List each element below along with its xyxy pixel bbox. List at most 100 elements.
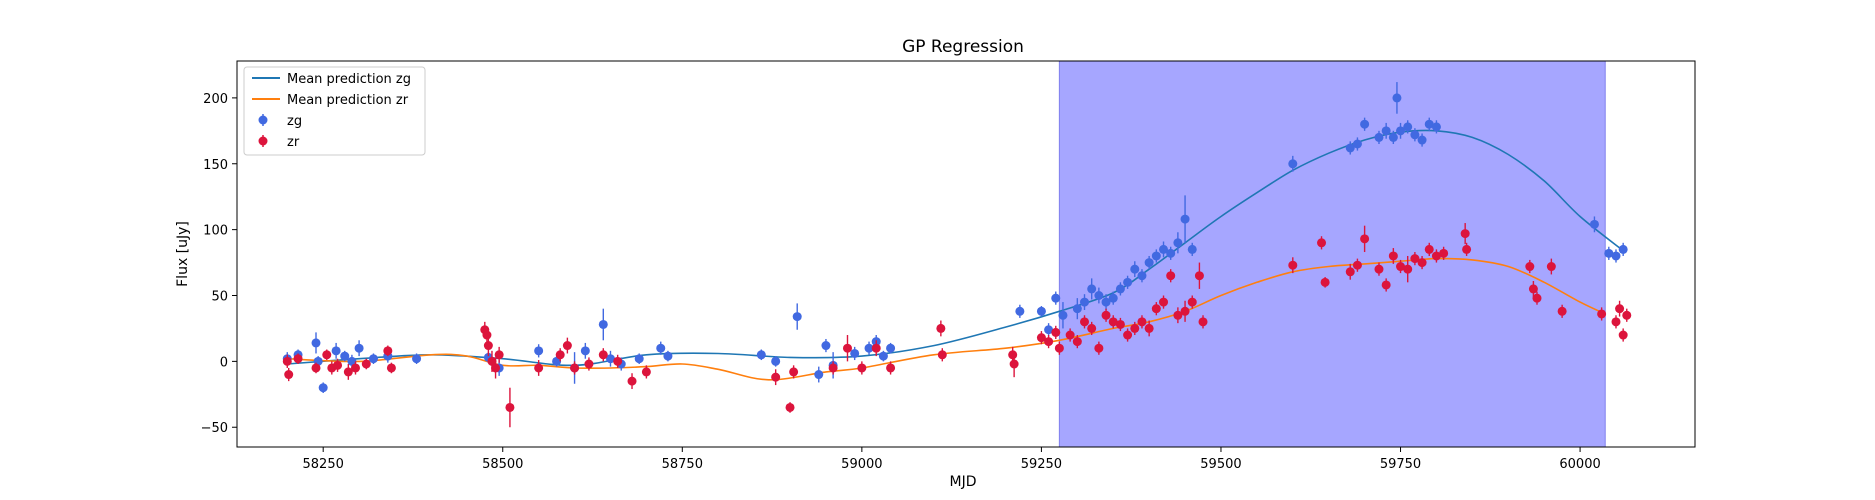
data-point-zr xyxy=(1396,262,1406,272)
data-point-zg xyxy=(1392,93,1402,103)
data-point-zr xyxy=(494,350,504,360)
data-point-zr xyxy=(613,356,623,366)
y-tick-label: 50 xyxy=(211,289,228,304)
data-point-zr xyxy=(1198,317,1208,327)
data-point-zg xyxy=(1431,122,1441,132)
data-point-zg xyxy=(331,346,341,356)
legend-label-zg: zg xyxy=(287,114,302,129)
data-point-zr xyxy=(487,356,497,366)
data-point-zg xyxy=(634,354,644,364)
data-point-zr xyxy=(293,354,303,364)
data-point-zg xyxy=(1058,310,1068,320)
data-point-zg xyxy=(850,348,860,358)
data-point-zg xyxy=(1187,244,1197,254)
data-point-zr xyxy=(1525,262,1535,272)
data-point-zr xyxy=(570,363,580,373)
data-point-zr xyxy=(534,363,544,373)
data-point-zr xyxy=(1051,327,1061,337)
data-point-zr xyxy=(1072,337,1082,347)
data-point-zr xyxy=(828,363,838,373)
data-point-zg xyxy=(1403,122,1413,132)
data-point-zg xyxy=(1345,143,1355,153)
plot-frame xyxy=(236,60,1696,448)
data-point-zr xyxy=(1546,262,1556,272)
data-point-zg xyxy=(1611,251,1621,261)
data-point-zr xyxy=(1388,251,1398,261)
x-tick-label: 59000 xyxy=(841,457,882,472)
data-point-zg xyxy=(347,356,357,366)
data-point-zr xyxy=(1108,317,1118,327)
data-point-zr xyxy=(1159,297,1169,307)
data-point-zg xyxy=(1087,284,1097,294)
y-axis: −50 0 50 100 150 200 xyxy=(201,92,237,436)
data-point-zr xyxy=(1009,359,1019,369)
data-point-zg xyxy=(1051,293,1061,303)
data-point-zr xyxy=(936,323,946,333)
data-point-zr xyxy=(789,367,799,377)
data-point-zg xyxy=(1410,130,1420,140)
data-point-zr xyxy=(1080,317,1090,327)
data-point-zr xyxy=(1462,244,1472,254)
data-point-zg xyxy=(1374,132,1384,142)
data-point-zr xyxy=(1618,330,1628,340)
data-point-zr xyxy=(1151,304,1161,314)
data-point-zr xyxy=(598,350,608,360)
plot-area xyxy=(236,60,1696,448)
data-point-zr xyxy=(322,350,332,360)
x-tick-label: 58750 xyxy=(662,457,703,472)
data-point-zr xyxy=(1431,251,1441,261)
legend-box xyxy=(243,66,426,156)
data-point-zr xyxy=(1317,238,1327,248)
data-point-zr xyxy=(1101,310,1111,320)
data-point-zg xyxy=(1352,139,1362,149)
data-point-zg xyxy=(663,351,673,361)
data-point-zg xyxy=(886,343,896,353)
data-point-zr xyxy=(842,343,852,353)
data-point-zg xyxy=(1424,119,1434,129)
data-point-zg xyxy=(1080,297,1090,307)
data-point-zr xyxy=(1528,284,1538,294)
data-point-zg xyxy=(354,343,364,353)
chart-title: GP Regression xyxy=(902,37,1024,57)
data-point-zr xyxy=(1194,271,1204,281)
data-point-zg xyxy=(1108,293,1118,303)
data-point-zr xyxy=(1008,350,1018,360)
data-point-zr xyxy=(1115,319,1125,329)
data-point-zr xyxy=(1054,343,1064,353)
y-tick-label: 100 xyxy=(203,224,228,239)
data-point-zr xyxy=(1403,264,1413,274)
data-point-zg xyxy=(1173,238,1183,248)
x-tick-label: 59500 xyxy=(1200,457,1241,472)
data-point-zr xyxy=(1320,277,1330,287)
y-tick-label: 200 xyxy=(203,92,228,107)
data-point-zr xyxy=(562,341,572,351)
data-point-zg xyxy=(1159,244,1169,254)
data-point-zr xyxy=(343,367,353,377)
data-point-zr xyxy=(857,363,867,373)
data-point-zr xyxy=(886,363,896,373)
data-point-zr xyxy=(627,376,637,386)
data-point-zg xyxy=(340,351,350,361)
data-point-zr xyxy=(871,343,881,353)
data-point-zr xyxy=(1410,254,1420,264)
data-point-zg xyxy=(580,346,590,356)
x-tick-label: 58250 xyxy=(303,457,344,472)
x-tick-label: 60000 xyxy=(1559,457,1600,472)
y-tick-label: 150 xyxy=(203,158,228,173)
data-point-zr xyxy=(1532,293,1542,303)
data-point-zg xyxy=(1072,304,1082,314)
data-point-zr xyxy=(284,370,294,380)
x-tick-label: 59750 xyxy=(1380,457,1421,472)
data-point-zr xyxy=(785,402,795,412)
x-axis-label: MJD xyxy=(950,474,977,490)
data-point-zg xyxy=(412,354,422,364)
data-point-zg xyxy=(1417,135,1427,145)
data-point-zg xyxy=(552,356,562,366)
data-point-zr xyxy=(584,359,594,369)
data-point-zr xyxy=(641,367,651,377)
data-point-zr xyxy=(771,372,781,382)
data-point-zr xyxy=(383,346,393,356)
legend-marker-zr xyxy=(258,136,268,146)
data-point-zg xyxy=(598,319,608,329)
data-point-zr xyxy=(282,356,292,366)
